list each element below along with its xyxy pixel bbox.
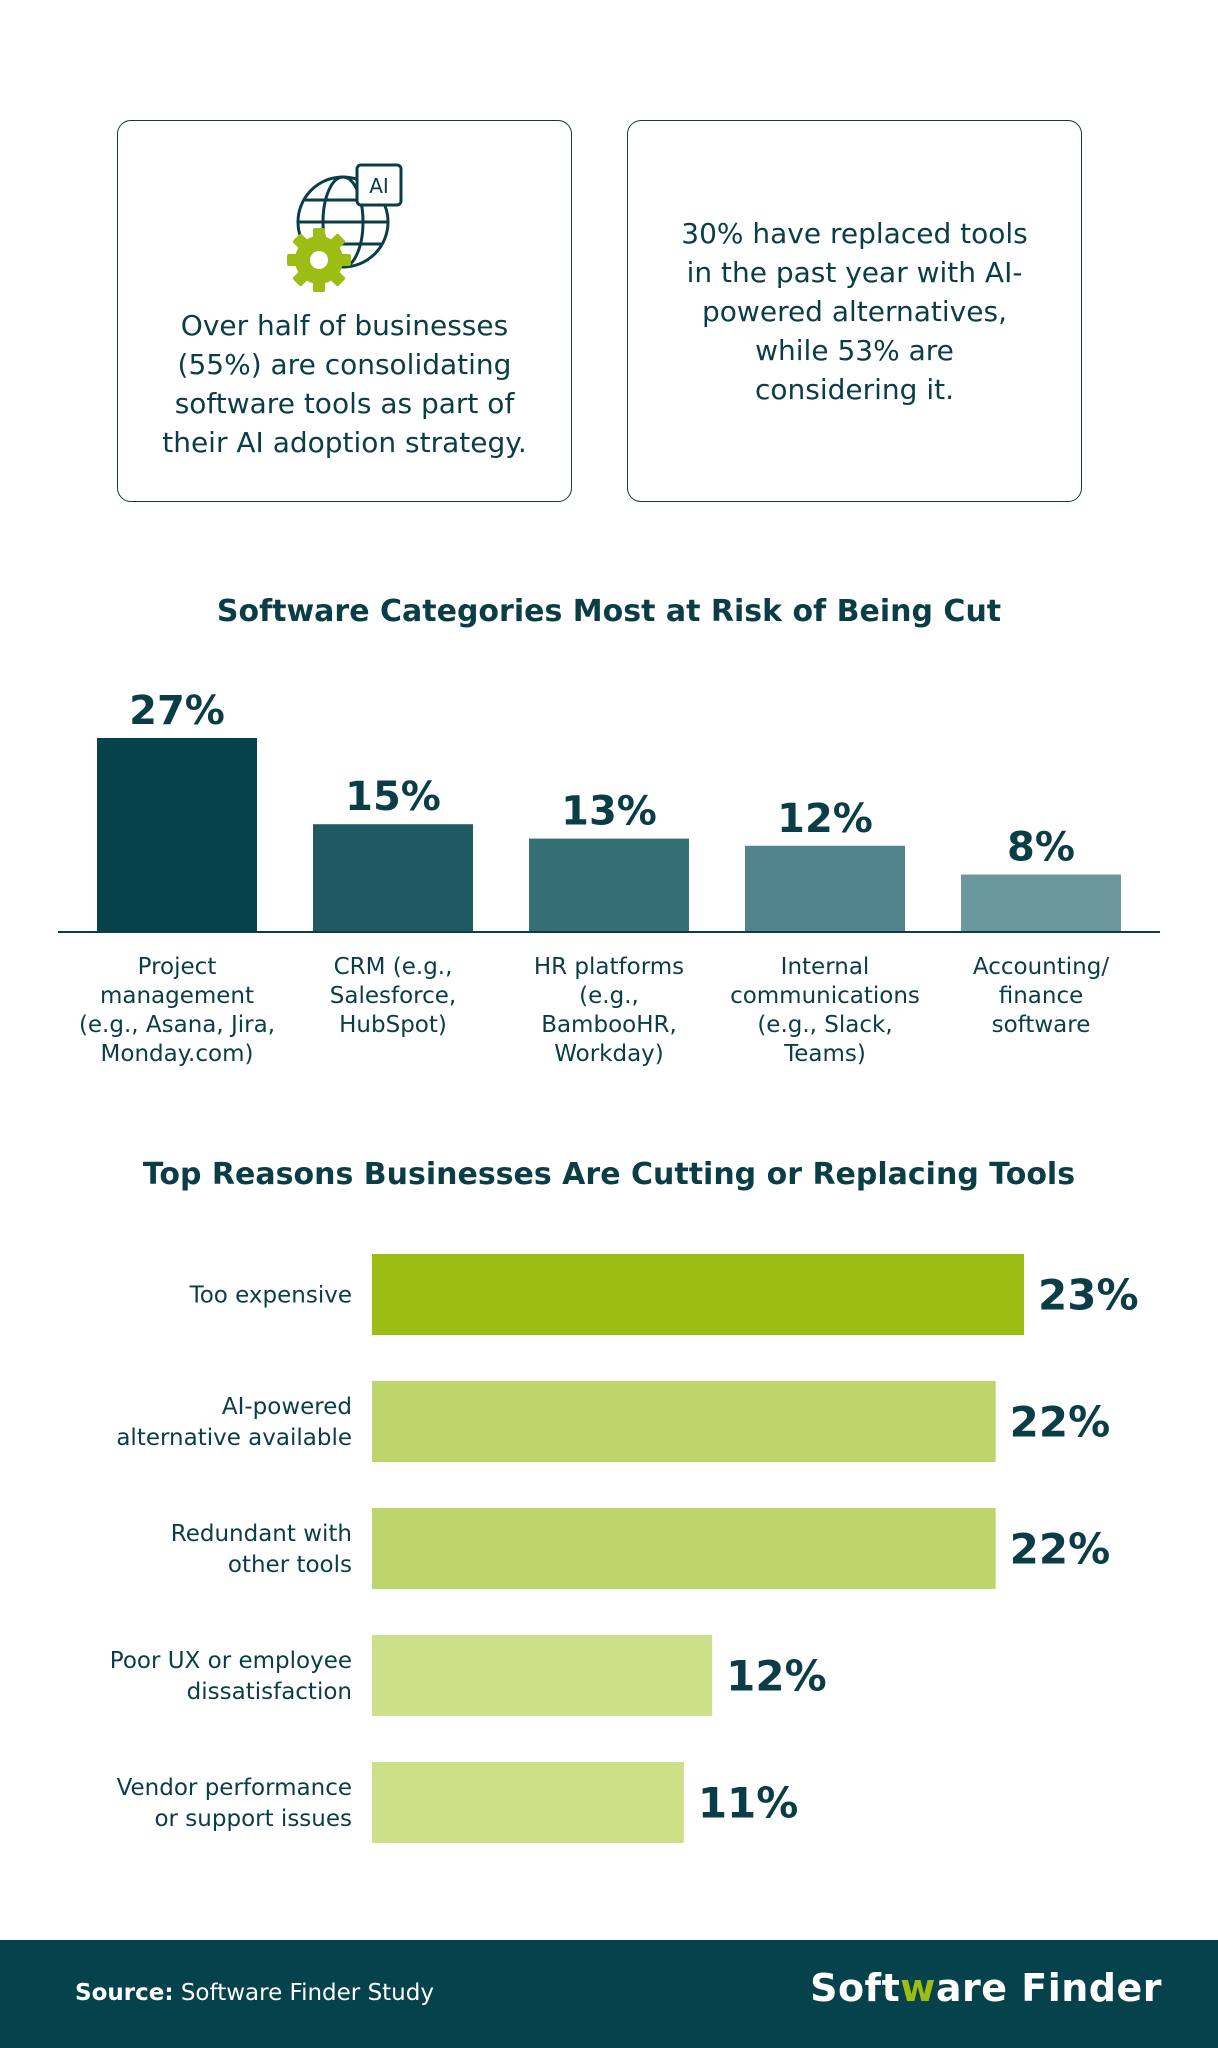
risk-bar-3 <box>745 845 905 932</box>
risk-value-label: 27% <box>129 688 225 734</box>
source-text: Software Finder Study <box>173 1980 434 2006</box>
reason-bar-3 <box>372 1635 713 1716</box>
risk-category-label: HR platforms (e.g., BambooHR, Workday) <box>534 954 684 1067</box>
vertical-bar-chart: 27% Project management (e.g., Asana, Jira, M… <box>58 688 1160 1067</box>
risk-bar-2 <box>529 838 689 932</box>
risk-category-label: Internal communications (e.g., Slack, Teams… <box>730 954 920 1067</box>
brand-text-accent: w <box>900 1966 936 2010</box>
reason-category-label: Poor UX or employee dissatisfaction <box>110 1648 352 1705</box>
reason-bar-2 <box>372 1508 996 1589</box>
globe-ai-gear-icon: AI <box>286 163 402 292</box>
ai-badge-label: AI <box>369 174 389 198</box>
risk-category-label: Project management (e.g., Asana, Jira, Mond… <box>79 954 275 1067</box>
horizontal-bar-chart: 23% Too expensive 22% AI-powered alternative… <box>110 1254 1139 1843</box>
reason-value-label: 22% <box>1010 1398 1111 1447</box>
reason-bar-1 <box>372 1381 996 1462</box>
brand-logo: Software Finder <box>810 1966 1162 2010</box>
chart-title-reasons: Top Reasons Businesses Are Cutting or Re… <box>142 1157 1076 1192</box>
reason-value-label: 22% <box>1010 1525 1111 1574</box>
risk-bar-1 <box>313 824 473 932</box>
brand-text-part1: Soft <box>810 1966 901 2010</box>
reason-bar-0 <box>372 1254 1024 1335</box>
reason-value-label: 11% <box>698 1779 799 1828</box>
reason-value-label: 23% <box>1038 1271 1139 1320</box>
reason-category-label: Vendor performance or support issues <box>117 1775 352 1832</box>
footer-bar: Source: Software Finder Study Software F… <box>0 1940 1218 2048</box>
chart-title-risk-categories: Software Categories Most at Risk of Bein… <box>216 594 1002 629</box>
risk-value-label: 8% <box>1007 825 1075 871</box>
risk-category-label: CRM (e.g., Salesforce, HubSpot) <box>330 954 456 1038</box>
risk-bar-0 <box>97 738 257 932</box>
stat-card-replaced: 30% have replaced tools in the past year… <box>627 120 1082 502</box>
reason-category-label: AI-powered alternative available <box>116 1394 352 1451</box>
risk-category-label: Accounting/finance software <box>973 954 1109 1038</box>
reason-category-label: Too expensive <box>189 1283 352 1309</box>
stat-text-consolidating: Over half of businesses (55%) are consol… <box>162 309 527 459</box>
source-note: Source: Software Finder Study <box>75 1980 434 2006</box>
risk-bar-4 <box>961 874 1121 932</box>
brand-text-part2: are Finder <box>935 1966 1162 2010</box>
risk-value-label: 12% <box>777 796 873 842</box>
stat-text-replaced: 30% have replaced tools in the past year… <box>681 216 1028 406</box>
reason-value-label: 12% <box>726 1652 827 1701</box>
reason-bar-4 <box>372 1762 684 1843</box>
stat-card-consolidating: AI Over half of businesses (55%) are con… <box>117 120 572 502</box>
source-label: Source: <box>75 1980 174 2006</box>
risk-value-label: 13% <box>561 789 657 835</box>
reason-category-label: Redundant with other tools <box>171 1521 352 1578</box>
risk-value-label: 15% <box>345 774 441 820</box>
